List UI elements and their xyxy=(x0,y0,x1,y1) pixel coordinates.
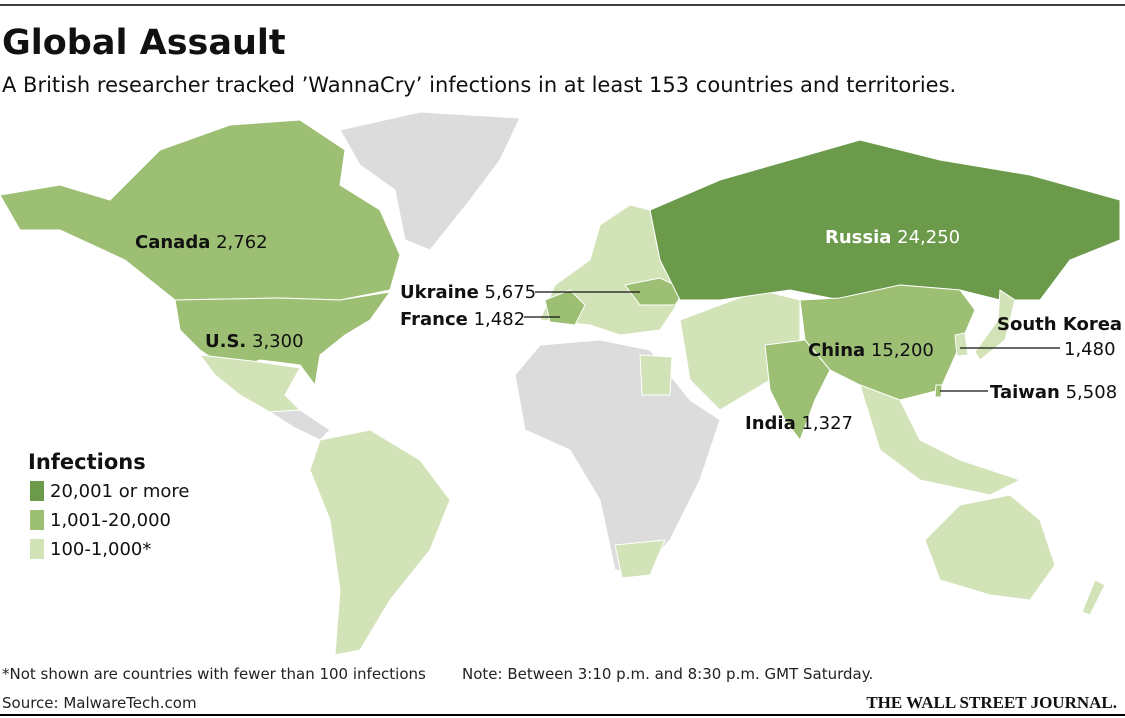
country-label: U.S. 3,300 xyxy=(205,331,304,352)
russia xyxy=(649,139,1121,301)
leader-lines xyxy=(524,291,1060,392)
africa xyxy=(514,339,721,576)
country-label: Russia 24,250 xyxy=(825,227,960,248)
country-value: 1,482 xyxy=(474,309,526,330)
title: Global Assault xyxy=(2,23,286,63)
japan xyxy=(974,289,1016,361)
footnote: *Not shown are countries with fewer than… xyxy=(2,665,426,683)
source: Source: MalwareTech.com xyxy=(2,694,197,712)
legend-label: 1,001-20,000 xyxy=(50,510,171,531)
legend-swatch xyxy=(30,481,44,501)
country-name: Taiwan xyxy=(990,382,1060,403)
country-name: China xyxy=(808,340,865,361)
legend-swatch xyxy=(30,510,44,530)
country-label: Taiwan 5,508 xyxy=(990,382,1117,403)
country-label: India 1,327 xyxy=(745,413,853,434)
map xyxy=(0,111,1121,656)
new-zealand xyxy=(1081,579,1106,616)
korea xyxy=(954,332,969,357)
note: Note: Between 3:10 p.m. and 8:30 p.m. GM… xyxy=(462,665,873,683)
egypt xyxy=(639,354,673,396)
australia xyxy=(924,494,1056,601)
southeast-asia xyxy=(859,384,1022,496)
country-value: 24,250 xyxy=(897,227,960,248)
country-name: U.S. xyxy=(205,331,246,352)
country-value: 2,762 xyxy=(216,232,268,253)
legend-swatch xyxy=(30,539,44,559)
country-value: 1,327 xyxy=(801,413,853,434)
publisher: THE WALL STREET JOURNAL. xyxy=(866,693,1117,712)
south-america xyxy=(309,429,451,656)
country-name: Russia xyxy=(825,227,891,248)
legend-label: 20,001 or more xyxy=(50,481,189,502)
country-labels: Canada 2,762 U.S. 3,300 Ukraine 5,675 Fr… xyxy=(135,227,1122,434)
greenland xyxy=(339,111,521,251)
country-value: 1,480 xyxy=(1064,339,1116,360)
country-name: France xyxy=(400,309,468,330)
country-value: 3,300 xyxy=(252,331,304,352)
legend: Infections 20,001 or more 1,001-20,000 100… xyxy=(28,450,189,560)
country-label: South Korea xyxy=(997,314,1122,335)
country-label: Canada 2,762 xyxy=(135,232,268,253)
canada xyxy=(0,119,401,301)
country-name: South Korea xyxy=(997,314,1122,335)
country-label: France 1,482 xyxy=(400,309,525,330)
country-label: China 15,200 xyxy=(808,340,934,361)
country-name: Canada xyxy=(135,232,210,253)
taiwan xyxy=(934,384,943,398)
country-name: India xyxy=(745,413,796,434)
india xyxy=(764,339,831,442)
country-value: 5,675 xyxy=(485,282,537,303)
legend-label: 100-1,000* xyxy=(50,539,151,560)
south-africa xyxy=(614,539,666,579)
country-value: 15,200 xyxy=(871,340,934,361)
country-value: 5,508 xyxy=(1066,382,1118,403)
country-label: Ukraine 5,675 xyxy=(400,282,536,303)
central-america xyxy=(268,409,331,441)
country-name: Ukraine xyxy=(400,282,479,303)
legend-title: Infections xyxy=(28,450,146,474)
subtitle: A British researcher tracked ’WannaCry’ … xyxy=(2,73,956,97)
